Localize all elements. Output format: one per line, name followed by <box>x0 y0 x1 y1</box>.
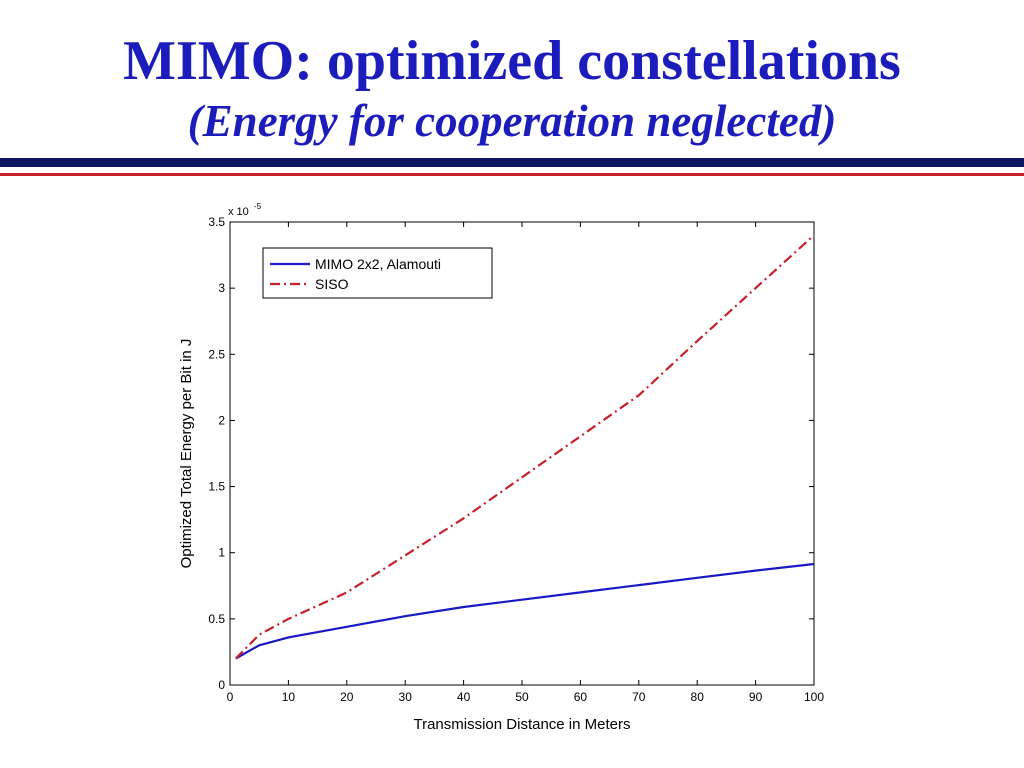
x-tick-label: 90 <box>749 690 763 704</box>
x-tick-label: 50 <box>515 690 529 704</box>
title-rule-red <box>0 173 1024 176</box>
series-line-mimo <box>235 562 815 660</box>
x-axis-label: Transmission Distance in Meters <box>413 716 630 733</box>
x-tick-label: 60 <box>574 690 588 704</box>
y-tick-label: 2.5 <box>208 347 225 361</box>
x-tick-label: 100 <box>804 690 824 704</box>
legend-label-mimo: MIMO 2x2, Alamouti <box>315 256 441 272</box>
slide-title: MIMO: optimized constellations <box>123 30 901 92</box>
x-tick-label: 70 <box>632 690 646 704</box>
plot-frame <box>229 221 815 686</box>
x-tick-label: 30 <box>399 690 413 704</box>
y-axis-label: Optimized Total Energy per Bit in J <box>178 339 195 569</box>
x-tick-label: 40 <box>457 690 471 704</box>
y-tick-label: 0.5 <box>208 612 225 626</box>
y-tick-label: 1.5 <box>208 480 225 494</box>
y-tick-label: 2 <box>218 413 225 427</box>
x-tick-label: 20 <box>340 690 354 704</box>
slide-subtitle: (Energy for cooperation neglected) <box>187 96 837 146</box>
y-tick-label: 3.5 <box>208 215 225 229</box>
legend-label-siso: SISO <box>315 276 349 292</box>
y-tick-label: 0 <box>218 678 225 692</box>
y-multiplier-exponent: -5 <box>254 202 262 211</box>
legend-box <box>262 247 493 299</box>
y-tick-label: 3 <box>218 281 225 295</box>
x-tick-label: 80 <box>691 690 705 704</box>
x-tick-label: 0 <box>227 690 234 704</box>
title-rule-navy <box>0 158 1024 167</box>
series-line-siso <box>235 234 815 660</box>
y-multiplier-label: x 10 <box>228 206 249 218</box>
x-tick-label: 10 <box>282 690 296 704</box>
y-tick-label: 1 <box>218 546 225 560</box>
